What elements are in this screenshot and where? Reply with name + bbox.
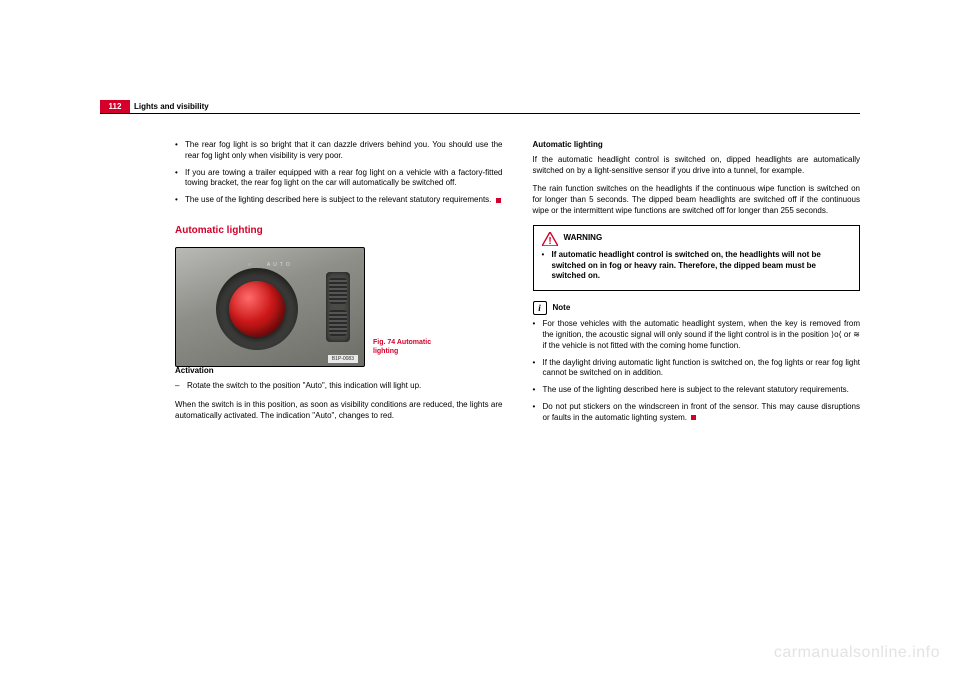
note-text: For those vehicles with the automatic he… [543,319,861,351]
bullet-text: The rear fog light is so bright that it … [185,140,503,162]
warning-text: If automatic headlight control is switch… [552,250,852,282]
end-marker-icon [496,198,501,203]
warning-triangle-icon: ! [542,232,558,246]
subsection-heading: Automatic lighting [175,224,503,238]
page-number: 112 [100,100,130,113]
manual-page: 112 Lights and visibility • The rear fog… [0,0,960,678]
warning-bullet: • If automatic headlight control is swit… [542,250,852,282]
left-column: • The rear fog light is so bright that i… [175,140,503,618]
bullet-text: If you are towing a trailer equipped wit… [185,168,503,190]
note-header: i Note [533,301,861,315]
bullet-dot: • [175,195,185,206]
paragraph: When the switch is in this position, as … [175,400,503,422]
bullet-item: • If you are towing a trailer equipped w… [175,168,503,190]
bullet-dot: • [542,250,552,282]
figure: ○ AUTO B1P-0083 Fig. 74 Automatic lighti… [175,247,503,356]
warning-header: ! WARNING [542,232,852,246]
note-text: If the daylight driving automatic light … [543,358,861,380]
auto-lighting-heading: Automatic lighting [533,140,861,151]
bullet-dot: • [533,358,543,380]
watermark: carmanualsonline.info [774,644,940,662]
bullet-dot: • [175,140,185,162]
bullet-dot: • [533,385,543,396]
end-marker-icon [691,415,696,420]
note-bullet: • Do not put stickers on the windscreen … [533,402,861,424]
bullet-dot: • [533,319,543,351]
instruction-text: Rotate the switch to the position "Auto"… [187,381,503,392]
bullet-dot: • [175,168,185,190]
note-bullet: • If the daylight driving automatic ligh… [533,358,861,380]
figure-caption: Fig. 74 Automatic lighting [373,339,453,356]
figure-image: ○ AUTO B1P-0083 [175,247,365,367]
instruction-item: – Rotate the switch to the position "Aut… [175,381,503,392]
dash-marker: – [175,381,187,392]
warning-box: ! WARNING • If automatic headlight contr… [533,225,861,291]
paragraph: If the automatic headlight control is sw… [533,155,861,177]
content-columns: • The rear fog light is so bright that i… [175,140,860,618]
note-bullet: • For those vehicles with the automatic … [533,319,861,351]
side-wheels [326,272,350,342]
header-rule [100,100,860,114]
section-title: Lights and visibility [134,100,209,113]
info-icon: i [533,301,547,315]
warning-label: WARNING [564,233,603,244]
paragraph: The rain function switches on the headli… [533,184,861,216]
activation-heading: Activation [175,366,503,377]
note-text: Do not put stickers on the windscreen in… [543,402,861,424]
right-column: Automatic lighting If the automatic head… [533,140,861,618]
note-label: Note [553,303,571,314]
bullet-item: • The rear fog light is so bright that i… [175,140,503,162]
bullet-text: The use of the lighting described here i… [185,195,503,206]
bullet-dot: • [533,402,543,424]
svg-text:!: ! [548,236,551,246]
bullet-item: • The use of the lighting described here… [175,195,503,206]
note-text: The use of the lighting described here i… [543,385,861,396]
note-bullet: • The use of the lighting described here… [533,385,861,396]
figure-tag: B1P-0083 [328,355,358,364]
